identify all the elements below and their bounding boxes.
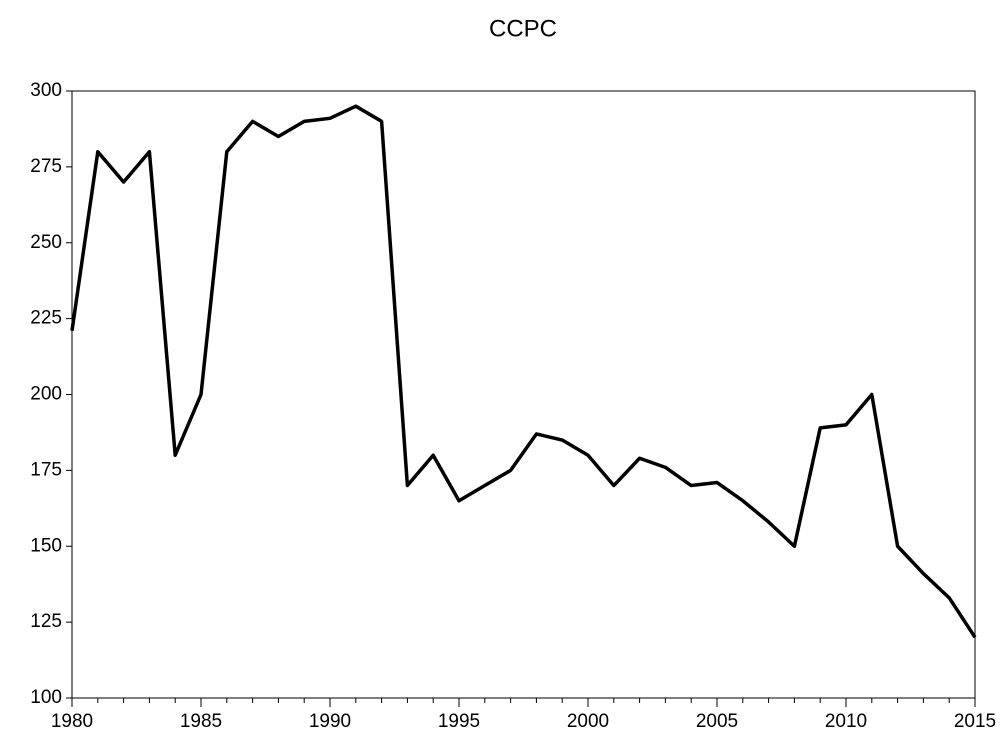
x-tick-label: 2005 <box>696 711 738 732</box>
x-tick-label: 1995 <box>438 711 480 732</box>
y-tick-label: 125 <box>30 611 62 632</box>
x-tick-label: 1980 <box>51 711 93 732</box>
x-tick-label: 2000 <box>567 711 609 732</box>
x-tick-label: 1990 <box>309 711 351 732</box>
x-tick-label: 2015 <box>954 711 996 732</box>
y-tick-label: 275 <box>30 156 62 177</box>
data-line <box>70 104 977 639</box>
y-tick-label: 300 <box>30 80 62 101</box>
chart-title: CCPC <box>489 15 557 42</box>
y-tick-label: 250 <box>30 232 62 253</box>
y-tick-label: 100 <box>30 687 62 708</box>
y-tick-label: 225 <box>30 308 62 329</box>
y-tick-label: 150 <box>30 535 62 556</box>
y-tick-label: 175 <box>30 459 62 480</box>
x-tick-label: 1985 <box>180 711 222 732</box>
x-tick-label: 2010 <box>825 711 867 732</box>
y-tick-label: 200 <box>30 384 62 405</box>
plot-frame <box>71 90 976 699</box>
